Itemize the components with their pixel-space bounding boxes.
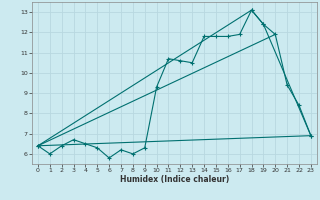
X-axis label: Humidex (Indice chaleur): Humidex (Indice chaleur) [120,175,229,184]
